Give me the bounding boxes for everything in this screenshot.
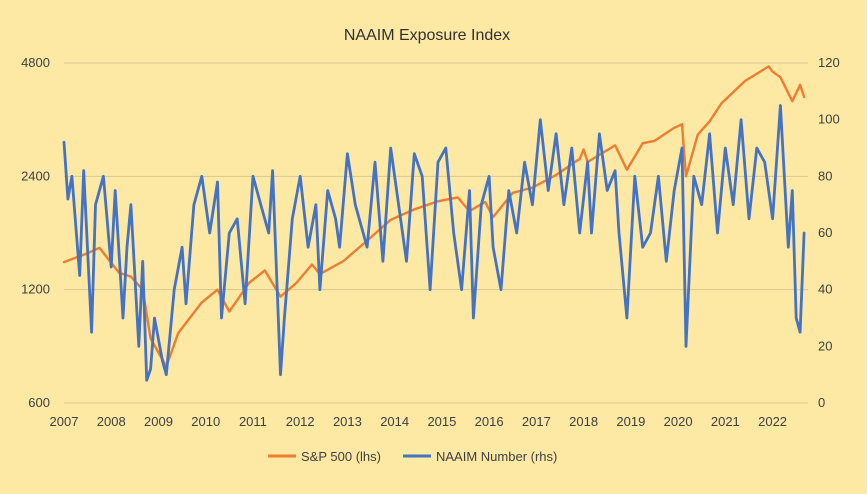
right-tick-label: 100 — [818, 112, 840, 127]
x-tick-label: 2021 — [711, 414, 740, 429]
x-tick-label: 2012 — [286, 414, 315, 429]
right-tick-label: 60 — [818, 225, 832, 240]
right-tick-label: 40 — [818, 282, 832, 297]
right-tick-label: 20 — [818, 338, 832, 353]
x-tick-label: 2018 — [569, 414, 598, 429]
x-tick-label: 2014 — [380, 414, 409, 429]
x-tick-label: 2022 — [758, 414, 787, 429]
legend: S&P 500 (lhs) NAAIM Number (rhs) — [268, 449, 557, 464]
x-tick-label: 2016 — [475, 414, 504, 429]
x-tick-label: 2013 — [333, 414, 362, 429]
left-tick-label: 4800 — [21, 55, 50, 70]
x-tick-label: 2011 — [239, 414, 267, 429]
grid-lines — [64, 62, 808, 404]
left-tick-label: 1200 — [21, 282, 50, 297]
legend-label-sp500: S&P 500 (lhs) — [301, 449, 381, 464]
x-tick-label: 2007 — [50, 414, 79, 429]
left-tick-label: 600 — [28, 395, 50, 410]
x-tick-label: 2010 — [191, 414, 220, 429]
right-tick-label: 80 — [818, 168, 832, 183]
x-tick-label: 2008 — [97, 414, 126, 429]
x-tick-label: 2020 — [664, 414, 693, 429]
x-tick-label: 2015 — [427, 414, 456, 429]
series-lines — [62, 65, 806, 382]
right-tick-label: 120 — [818, 55, 840, 70]
series-line-naaim — [62, 104, 806, 382]
left-tick-label: 2400 — [21, 168, 50, 183]
chart-title: NAAIM Exposure Index — [344, 27, 510, 44]
x-tick-label: 2019 — [616, 414, 645, 429]
x-tick-label: 2017 — [522, 414, 551, 429]
left-axis-ticks: 4800 2400 1200 600 — [21, 55, 50, 410]
right-tick-label: 0 — [818, 395, 825, 410]
legend-label-naaim: NAAIM Number (rhs) — [436, 449, 557, 464]
series-line-sp500 — [62, 65, 806, 368]
right-axis-ticks: 120 100 80 60 40 20 0 — [818, 55, 840, 410]
x-axis-ticks: 2007 2008 2009 2010 2011 2012 2013 2014 2015 2016… — [50, 414, 787, 429]
x-tick-label: 2009 — [144, 414, 173, 429]
